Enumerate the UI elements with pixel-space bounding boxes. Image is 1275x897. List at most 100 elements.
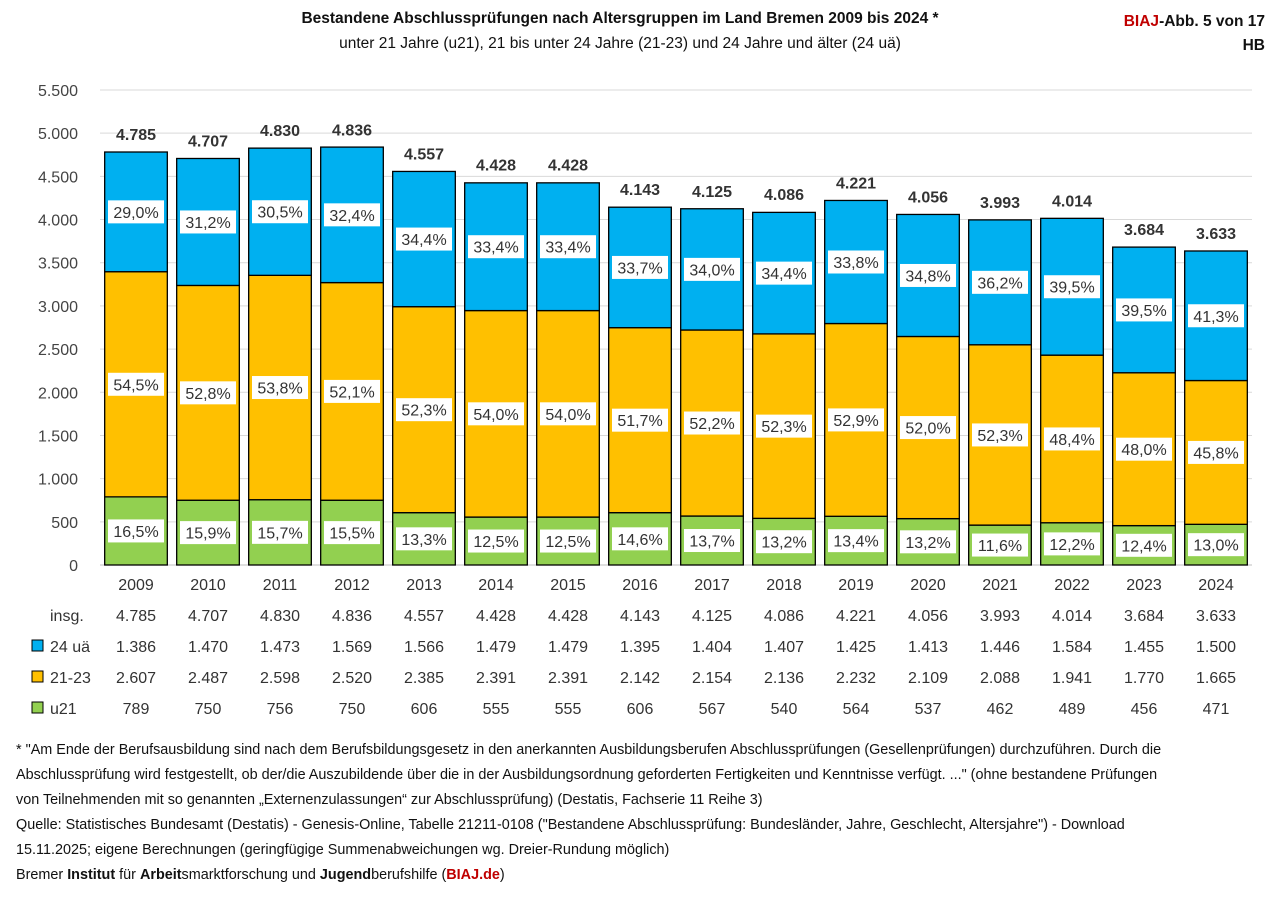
share-label-box (108, 372, 164, 396)
share-label-box (1188, 304, 1244, 328)
total-label: 4.428 (476, 158, 516, 175)
table-cell: 1.395 (620, 639, 660, 656)
share-label-box (1044, 427, 1100, 451)
legend-label: u21 (50, 701, 77, 718)
share-label: 54,5% (113, 377, 158, 394)
legend-swatch (31, 670, 44, 683)
share-label: 15,5% (329, 526, 374, 543)
table-cell: 1.413 (908, 639, 948, 656)
source-line: 15.11.2025; eigene Berechnungen (geringf… (16, 842, 670, 858)
share-label: 36,2% (977, 275, 1022, 292)
share-label: 41,3% (1193, 309, 1238, 326)
share-label-box (468, 235, 524, 259)
x-tick-label: 2023 (1126, 577, 1162, 594)
table-cell: 555 (555, 701, 582, 718)
share-label: 34,4% (761, 266, 806, 283)
total-label: 4.056 (908, 190, 948, 207)
total-label: 4.086 (764, 187, 804, 204)
share-label-box (1188, 440, 1244, 464)
x-tick-label: 2024 (1198, 577, 1234, 594)
footnote-line: Abschlussprüfung wird festgestellt, ob d… (16, 767, 1158, 783)
table-cell: 3.993 (980, 608, 1020, 625)
share-label-box (900, 263, 956, 287)
table-cell: 606 (627, 701, 654, 718)
total-label: 4.836 (332, 122, 372, 139)
table-cell: 2.088 (980, 670, 1020, 687)
table-cell: 4.707 (188, 608, 228, 625)
table-cell: 1.446 (980, 639, 1020, 656)
table-cell: 489 (1059, 701, 1086, 718)
share-label-box (180, 381, 236, 405)
source-line: Quelle: Statistisches Bundesamt (Destati… (16, 817, 1125, 833)
total-label: 4.830 (260, 123, 300, 140)
share-label: 52,3% (401, 403, 446, 420)
share-label: 33,4% (473, 240, 518, 257)
table-cell: 2.154 (692, 670, 732, 687)
share-label-box (756, 261, 812, 285)
share-label: 16,5% (113, 524, 158, 541)
table-cell: 537 (915, 701, 942, 718)
table-cell: 1.770 (1124, 670, 1164, 687)
x-tick-label: 2018 (766, 577, 802, 594)
total-label: 4.221 (836, 175, 876, 192)
share-label: 29,0% (113, 205, 158, 222)
biaj-link[interactable]: BIAJ.de (446, 867, 500, 883)
table-cell: 1.500 (1196, 639, 1236, 656)
share-label: 52,1% (329, 384, 374, 401)
table-cell: 2.385 (404, 670, 444, 687)
share-label-box (612, 255, 668, 279)
table-cell: 2.520 (332, 670, 372, 687)
share-label-box (540, 402, 596, 426)
share-label-box (1116, 298, 1172, 322)
share-label-box (540, 235, 596, 259)
share-label-box (828, 529, 884, 553)
share-label: 12,2% (1049, 537, 1094, 554)
x-tick-label: 2014 (478, 577, 514, 594)
chart-title: Bestandene Abschlussprüfungen nach Alter… (301, 10, 939, 27)
x-tick-label: 2021 (982, 577, 1018, 594)
share-label: 13,3% (401, 532, 446, 549)
table-cell: 1.386 (116, 639, 156, 656)
legend-swatch (31, 639, 44, 652)
legend-label: 21-23 (50, 670, 91, 687)
y-tick-label: 3.500 (38, 256, 78, 273)
share-label: 54,0% (473, 407, 518, 424)
share-label: 52,9% (833, 413, 878, 430)
x-tick-label: 2020 (910, 577, 946, 594)
share-label: 13,0% (1193, 538, 1238, 555)
x-tick-label: 2012 (334, 577, 370, 594)
share-label: 31,2% (185, 215, 230, 232)
share-label-box (396, 527, 452, 551)
figure-badge: BIAJ-Abb. 5 von 17 HB (1124, 10, 1265, 58)
table-cell: 4.785 (116, 608, 156, 625)
share-label: 54,0% (545, 407, 590, 424)
share-label: 33,4% (545, 240, 590, 257)
table-cell: 2.136 (764, 670, 804, 687)
x-tick-label: 2015 (550, 577, 586, 594)
y-tick-label: 1.500 (38, 428, 78, 445)
share-label: 48,4% (1049, 432, 1094, 449)
table-cell: 1.569 (332, 639, 372, 656)
table-cell: 1.479 (548, 639, 588, 656)
share-label-box (972, 533, 1028, 557)
total-label: 3.684 (1124, 222, 1164, 239)
share-label: 48,0% (1121, 442, 1166, 459)
table-cell: 555 (483, 701, 510, 718)
table-cell: 4.056 (908, 608, 948, 625)
share-label: 13,7% (689, 534, 734, 551)
table-cell: 4.086 (764, 608, 804, 625)
table-cell: 2.607 (116, 670, 156, 687)
share-label: 52,3% (761, 419, 806, 436)
table-cell: 1.665 (1196, 670, 1236, 687)
y-tick-label: 1.000 (38, 472, 78, 489)
share-label: 34,4% (401, 232, 446, 249)
share-label: 33,8% (833, 255, 878, 272)
share-label-box (252, 520, 308, 544)
x-tick-label: 2011 (263, 577, 298, 594)
y-tick-label: 2.500 (38, 342, 78, 359)
table-cell: 456 (1131, 701, 1158, 718)
share-label-box (684, 257, 740, 281)
table-cell: 4.836 (332, 608, 372, 625)
share-label: 32,4% (329, 208, 374, 225)
footnote-line: * "Am Ende der Berufsausbildung sind nac… (16, 742, 1162, 758)
